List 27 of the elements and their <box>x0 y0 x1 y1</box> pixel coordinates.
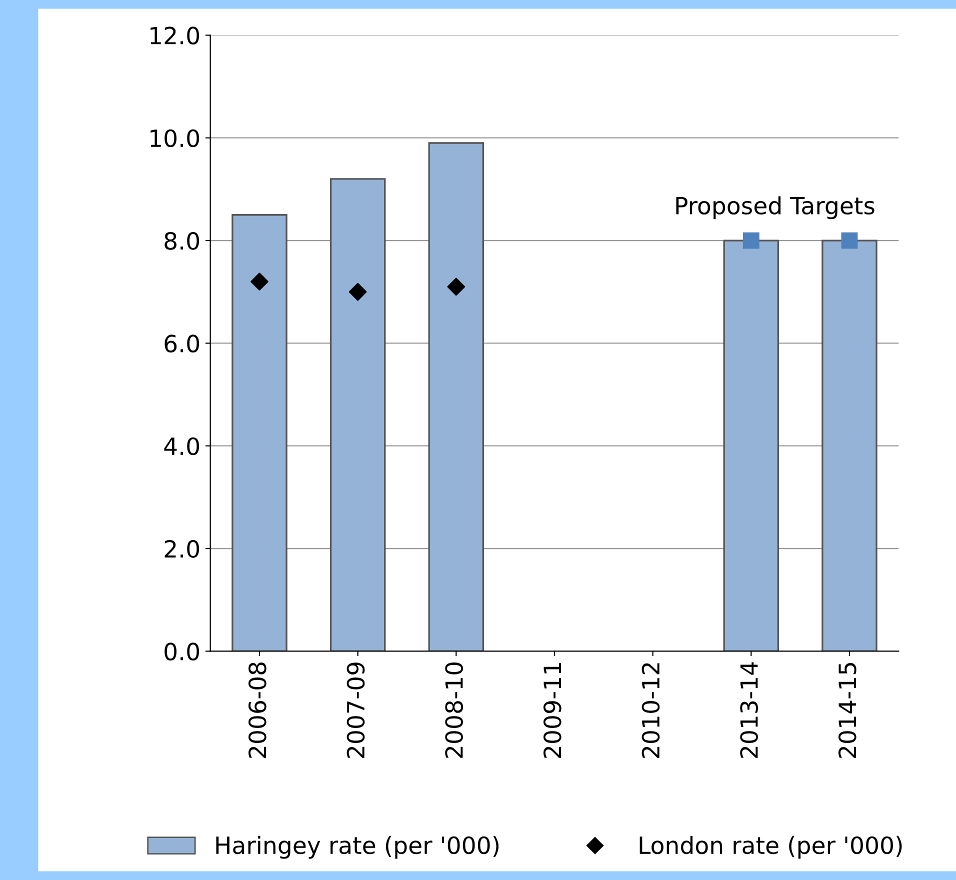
x-tick-label: 2013-14 <box>740 662 758 758</box>
y-tick-label: 2.0 <box>164 540 200 558</box>
bar <box>822 240 878 652</box>
x-tick-label: 2007-09 <box>346 662 365 758</box>
point <box>348 282 367 301</box>
bar <box>232 214 288 652</box>
bar <box>723 240 780 652</box>
legend-label: London rate (per '000) <box>640 836 902 859</box>
x-tick-label: 2014-15 <box>838 662 856 758</box>
x-tick-label: 2010-12 <box>642 663 660 758</box>
y-tick-label: 6.0 <box>164 334 200 353</box>
point <box>250 272 268 291</box>
bar <box>428 142 484 652</box>
bar <box>330 178 386 652</box>
x-tick-label: 2008-10 <box>445 662 463 758</box>
point <box>742 232 760 249</box>
y-tick-label: 8.0 <box>164 232 200 250</box>
annotation: Proposed Targets <box>676 196 874 220</box>
point <box>447 278 466 296</box>
x-tick-label: 2006-08 <box>248 662 266 758</box>
y-tick-label: 4.0 <box>164 437 200 456</box>
x-tick-label: 2009-11 <box>543 663 562 758</box>
y-tick-label: 0.0 <box>164 642 200 661</box>
point <box>841 232 858 249</box>
legend-label: Haringey rate (per '000) <box>216 836 499 859</box>
y-tick-label: 12.0 <box>150 26 200 45</box>
y-tick-label: 10.0 <box>150 129 200 148</box>
